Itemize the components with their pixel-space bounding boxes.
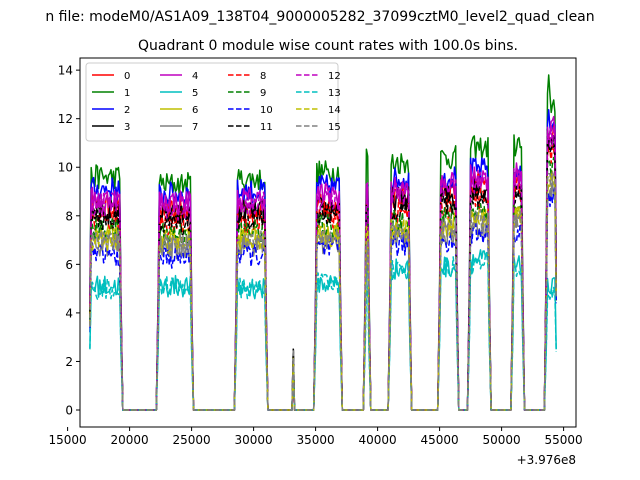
x-tick-label: 45000: [421, 433, 459, 447]
y-tick-label: 6: [65, 258, 73, 272]
legend-box: [85, 62, 339, 142]
legend-label-1: 1: [124, 88, 130, 99]
x-tick-label: 25000: [173, 433, 211, 447]
legend-label-7: 7: [192, 122, 198, 133]
legend-label-11: 11: [260, 122, 273, 133]
legend-label-6: 6: [192, 105, 198, 116]
x-tick-label: 20000: [111, 433, 149, 447]
series-line-10: [89, 186, 557, 411]
series-line-5: [89, 249, 557, 411]
y-tick-label: 2: [65, 355, 73, 369]
x-tick-label: 55000: [545, 433, 583, 447]
series-line-13: [89, 252, 557, 411]
x-tick-label: 15000: [49, 433, 87, 447]
x-tick-label: 40000: [359, 433, 397, 447]
chart-title: Quadrant 0 module wise count rates with …: [138, 38, 518, 54]
axes-frame: [79, 57, 577, 428]
legend-label-13: 13: [328, 88, 341, 99]
legend-label-5: 5: [192, 88, 198, 99]
y-tick-label: 12: [58, 112, 73, 126]
series-line-14: [89, 170, 557, 411]
x-tick-label: 30000: [235, 433, 273, 447]
series-line-8: [89, 140, 557, 411]
legend-label-3: 3: [124, 122, 130, 133]
legend-label-4: 4: [192, 71, 198, 82]
legend-label-2: 2: [124, 105, 130, 116]
y-tick-label: 14: [58, 64, 73, 78]
legend-label-14: 14: [328, 105, 341, 116]
y-tick-label: 4: [65, 306, 73, 320]
legend-label-10: 10: [260, 105, 273, 116]
x-tick-label: 35000: [297, 433, 335, 447]
x-offset-label: +3.976e8: [517, 453, 576, 467]
plot-lines: [89, 74, 557, 411]
axis-ticks: 15000 20000 25000 30000 35000 40000 45000 50000…: [49, 64, 583, 447]
series-line-12: [89, 125, 557, 411]
series-line-1: [89, 74, 557, 411]
legend-label-0: 0: [124, 71, 130, 82]
series-line-7: [89, 180, 557, 411]
figure-suptitle: n file: modeM0/AS1A09_138T04_9000005282_…: [45, 9, 594, 25]
y-tick-label: 0: [65, 404, 73, 418]
legend-label-9: 9: [260, 88, 266, 99]
legend-label-12: 12: [328, 71, 341, 82]
y-tick-label: 10: [58, 161, 73, 175]
series-line-15: [89, 171, 557, 411]
y-tick-label: 8: [65, 209, 73, 223]
x-tick-label: 50000: [483, 433, 521, 447]
legend-label-8: 8: [260, 71, 266, 82]
legend-label-15: 15: [328, 122, 341, 133]
